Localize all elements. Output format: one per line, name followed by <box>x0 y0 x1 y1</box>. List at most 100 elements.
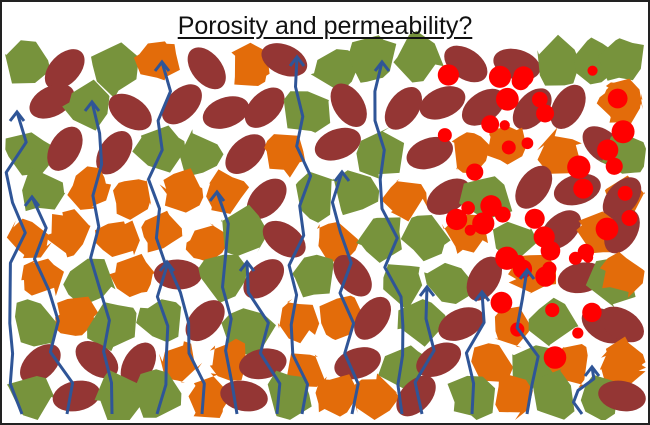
brown-grain <box>52 380 101 412</box>
red-cement-particle <box>533 226 555 248</box>
flow-path <box>413 286 436 415</box>
brown-grain <box>406 136 453 170</box>
red-cement-particle <box>472 212 495 235</box>
green-grain <box>5 40 51 84</box>
brown-grain <box>330 83 367 127</box>
brown-grain <box>314 127 361 161</box>
flow-path <box>464 291 486 415</box>
red-cement-particle <box>466 163 484 181</box>
brown-grain <box>515 165 553 209</box>
arrowhead-icon <box>23 194 41 207</box>
brown-grain <box>354 296 391 340</box>
green-grain <box>528 297 579 347</box>
brown-grain <box>202 96 250 129</box>
flow-path <box>147 61 172 415</box>
red-cement-particle <box>501 140 516 155</box>
green-grain <box>5 132 54 176</box>
arrowhead-icon <box>208 189 226 202</box>
red-cement-particle <box>437 64 460 86</box>
red-cement-particle <box>495 246 519 270</box>
brown-grain <box>244 87 285 128</box>
green-grain <box>397 299 448 347</box>
flow-path <box>373 61 405 415</box>
brown-grain <box>187 47 226 90</box>
flow-path <box>245 261 282 415</box>
green-grain <box>22 167 66 212</box>
red-cement-particle <box>464 224 476 236</box>
arrowhead-icon <box>83 99 101 112</box>
flow-path <box>215 191 239 415</box>
green-grain <box>179 129 224 176</box>
red-cement-particle <box>621 210 638 226</box>
red-cement-particle <box>481 115 500 134</box>
arrowhead-icon <box>373 59 391 72</box>
orange-grain <box>133 41 180 81</box>
arrowhead-icon <box>238 259 256 272</box>
green-grain <box>283 91 331 133</box>
flow-path <box>287 56 313 415</box>
orange-grain <box>451 132 490 174</box>
green-grain <box>383 264 423 309</box>
arrowhead-icon <box>288 54 306 67</box>
orange-grain <box>159 341 203 383</box>
orange-grain <box>94 220 140 257</box>
brown-grain <box>426 178 471 215</box>
brown-grain <box>220 380 268 412</box>
green-grain <box>220 204 269 257</box>
flow-path <box>30 196 75 415</box>
green-grain <box>15 299 59 347</box>
red-cement-particle <box>531 91 548 108</box>
brown-grain <box>108 93 152 131</box>
brown-grain <box>438 307 484 341</box>
orange-grain <box>319 295 364 340</box>
red-cement-particle <box>607 88 628 109</box>
red-cement-particle <box>461 201 475 215</box>
orange-grain <box>159 168 204 213</box>
red-cement-particle <box>542 261 557 276</box>
orange-grain <box>185 223 230 263</box>
arrowhead-icon <box>158 259 176 272</box>
red-cement-particle <box>572 327 584 339</box>
arrowhead-icon <box>333 169 351 182</box>
green-grain <box>597 38 644 81</box>
flow-path <box>89 101 114 415</box>
brown-grain <box>161 84 202 125</box>
orange-grain <box>109 253 156 298</box>
brown-grain <box>550 84 586 129</box>
green-grain <box>532 369 575 420</box>
brown-grain <box>185 300 225 342</box>
orange-grain <box>599 336 646 386</box>
red-cement-particle <box>490 291 513 314</box>
flow-path <box>165 261 206 415</box>
red-cement-particle <box>597 139 619 161</box>
red-cement-particle <box>437 128 452 143</box>
red-cement-particle <box>499 120 510 131</box>
green-grain <box>347 35 397 83</box>
green-grain <box>400 215 451 262</box>
green-grain <box>292 254 334 298</box>
orange-grain <box>231 42 270 86</box>
brown-grain <box>246 178 287 219</box>
green-grain <box>393 31 444 83</box>
brown-grain <box>47 126 83 171</box>
orange-grain <box>381 178 428 222</box>
red-cement-particle <box>513 66 534 87</box>
brown-grain <box>396 375 436 417</box>
orange-grain <box>277 299 320 344</box>
orange-grain <box>599 251 645 298</box>
flow-path <box>330 171 360 415</box>
brown-grain <box>239 348 287 380</box>
red-cement-particle <box>617 185 633 201</box>
green-grain <box>132 125 186 173</box>
red-cement-particle <box>536 104 555 123</box>
brown-grain <box>29 84 75 119</box>
orange-grain <box>264 134 306 178</box>
orange-grain <box>67 166 112 210</box>
brown-grain <box>96 130 133 175</box>
brown-grain <box>600 306 644 343</box>
red-cement-particle <box>605 157 623 175</box>
red-cement-particle <box>445 208 468 231</box>
red-cement-particle <box>488 65 512 88</box>
orange-grain <box>352 373 400 420</box>
red-cement-particle <box>573 178 594 199</box>
